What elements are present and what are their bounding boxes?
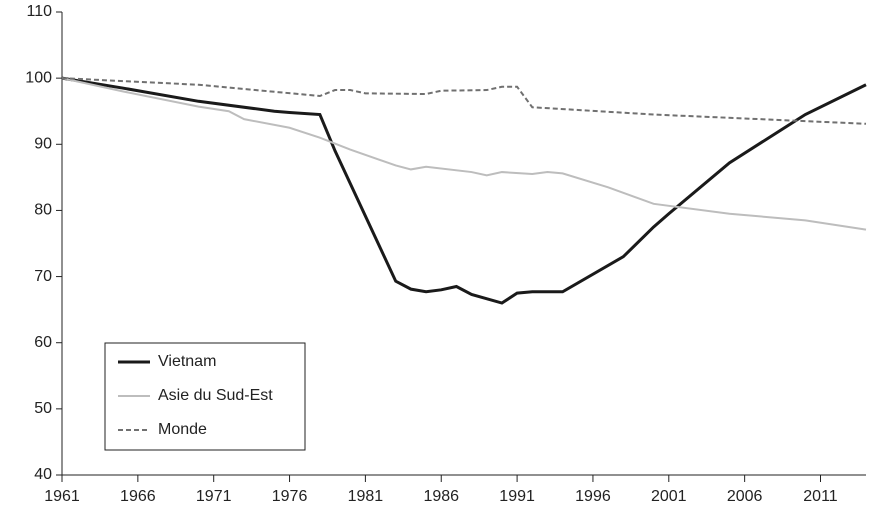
x-tick-label: 1996 — [575, 488, 611, 505]
x-tick-label: 2001 — [651, 488, 687, 505]
legend-label: Monde — [158, 421, 207, 438]
legend-label: Vietnam — [158, 353, 216, 370]
x-tick-label: 2006 — [727, 488, 763, 505]
y-tick-label: 40 — [34, 466, 52, 483]
series-line — [61, 77, 867, 125]
x-tick-label: 2011 — [803, 488, 838, 505]
x-tick-label: 1981 — [348, 488, 384, 505]
x-tick-label: 1991 — [499, 488, 535, 505]
y-tick-label: 100 — [25, 69, 52, 86]
series-line — [61, 77, 867, 231]
x-tick-label: 1976 — [272, 488, 308, 505]
legend-label: Asie du Sud-Est — [158, 387, 273, 404]
y-tick-label: 80 — [34, 202, 52, 219]
y-tick-label: 110 — [26, 3, 52, 20]
x-tick-label: 1986 — [423, 488, 459, 505]
x-tick-label: 1966 — [120, 488, 156, 505]
y-tick-label: 70 — [34, 268, 52, 285]
y-tick-label: 90 — [34, 136, 52, 153]
y-tick-label: 50 — [34, 400, 52, 417]
series-line — [61, 76, 867, 305]
x-tick-label: 1961 — [44, 488, 80, 505]
y-tick-label: 60 — [34, 334, 52, 351]
x-tick-label: 1971 — [196, 488, 232, 505]
